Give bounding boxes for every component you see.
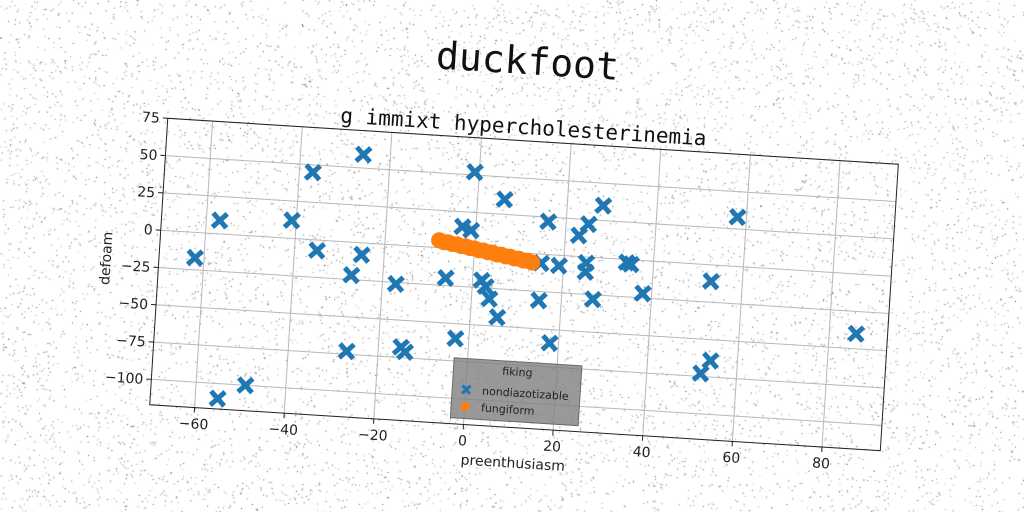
chart-title: duckfoot — [435, 33, 620, 88]
point-nondiazotizable — [446, 329, 465, 348]
point-nondiazotizable — [701, 351, 720, 370]
legend-marker-fungiform — [460, 402, 470, 412]
y-grid-line — [158, 266, 889, 314]
legend-box — [449, 357, 583, 427]
data-series — [185, 145, 866, 408]
point-nondiazotizable — [352, 245, 371, 264]
legend-label-nondiazotizable: nondiazotizable — [482, 385, 570, 403]
point-nondiazotizable — [691, 364, 710, 383]
point-nondiazotizable — [185, 248, 205, 267]
x-tick-label: −60 — [178, 416, 208, 434]
point-nondiazotizable — [621, 255, 641, 274]
y-tick-label: −25 — [120, 258, 150, 276]
point-nondiazotizable — [282, 211, 301, 230]
point-nondiazotizable — [579, 215, 598, 234]
x-tick-label: 0 — [457, 433, 467, 450]
point-nondiazotizable — [480, 289, 499, 308]
point-nondiazotizable — [208, 389, 227, 408]
point-nondiazotizable — [594, 196, 613, 215]
legend-marker-nondiazotizable — [460, 384, 472, 395]
x-tick-label: 20 — [543, 439, 562, 456]
y-tick-label: 50 — [139, 147, 158, 164]
legend: fiking nondiazotizable fungiform — [449, 357, 583, 427]
y-tick-label: 25 — [137, 184, 156, 201]
y-tick-label: 75 — [141, 110, 160, 127]
point-nondiazotizable — [342, 266, 361, 285]
x-tick-label: 80 — [812, 455, 831, 472]
point-nondiazotizable — [465, 162, 484, 182]
x-grid-line — [731, 154, 751, 442]
legend-label-fungiform: fungiform — [481, 402, 535, 418]
point-nondiazotizable — [633, 284, 652, 303]
point-nondiazotizable — [529, 291, 548, 310]
y-tick-label: −75 — [116, 333, 146, 351]
point-nondiazotizable — [576, 262, 595, 281]
x-grid-line — [642, 149, 662, 436]
point-nondiazotizable — [701, 272, 721, 291]
point-nondiazotizable — [539, 212, 558, 231]
x-grid-line — [194, 121, 214, 408]
y-grid-line — [163, 192, 894, 240]
legend-x-glyph — [460, 384, 472, 395]
series-fungiform — [431, 232, 541, 271]
title-group: duckfoot g immixt hypercholesterinemia — [340, 33, 707, 150]
point-nondiazotizable — [488, 308, 507, 327]
y-grid-line — [156, 304, 887, 352]
point-nondiazotizable — [386, 274, 405, 294]
legend-dot-glyph — [460, 402, 470, 412]
axis-ticks: −60 −40 −20 0 20 40 60 80 75 50 25 0 −25 −50 −75 −100 — [104, 110, 831, 473]
point-nondiazotizable — [847, 324, 866, 343]
y-tick-label: −50 — [118, 295, 148, 313]
point-nondiazotizable — [337, 342, 356, 361]
y-tick-label: −100 — [104, 369, 143, 387]
x-grid-line — [283, 126, 303, 414]
point-fungiform — [524, 254, 541, 271]
plot-frame — [149, 117, 899, 452]
point-nondiazotizable — [303, 163, 322, 182]
point-nondiazotizable — [395, 342, 415, 361]
chart-subtitle: g immixt hypercholesterinemia — [340, 103, 707, 150]
y-axis-label: defoam — [97, 231, 116, 285]
point-nondiazotizable — [354, 145, 373, 164]
point-nondiazotizable — [462, 221, 481, 240]
point-nondiazotizable — [236, 376, 255, 395]
point-nondiazotizable — [728, 207, 747, 227]
point-nondiazotizable — [549, 256, 569, 275]
point-nondiazotizable — [307, 241, 327, 260]
point-nondiazotizable — [540, 333, 559, 353]
y-tick-label: 0 — [143, 222, 153, 239]
x-tick-label: −20 — [358, 427, 388, 445]
point-nondiazotizable — [210, 211, 229, 230]
x-tick-label: 40 — [632, 444, 651, 461]
x-axis-label: preenthusiasm — [460, 452, 565, 475]
series-nondiazotizable — [185, 145, 866, 408]
point-nondiazotizable — [476, 277, 495, 296]
x-tick-label: 60 — [722, 450, 741, 467]
y-grid-line — [165, 155, 897, 203]
point-nondiazotizable — [436, 268, 455, 288]
point-nondiazotizable — [495, 190, 514, 209]
x-grid-line — [373, 132, 393, 419]
legend-title: fiking — [502, 365, 533, 380]
plot-area: −60 −40 −20 0 20 40 60 80 75 50 25 0 −25 −50 −75 −100 p… — [97, 110, 899, 475]
x-tick-label: −40 — [268, 421, 298, 439]
point-nondiazotizable — [583, 290, 602, 309]
x-grid-line — [821, 160, 841, 448]
